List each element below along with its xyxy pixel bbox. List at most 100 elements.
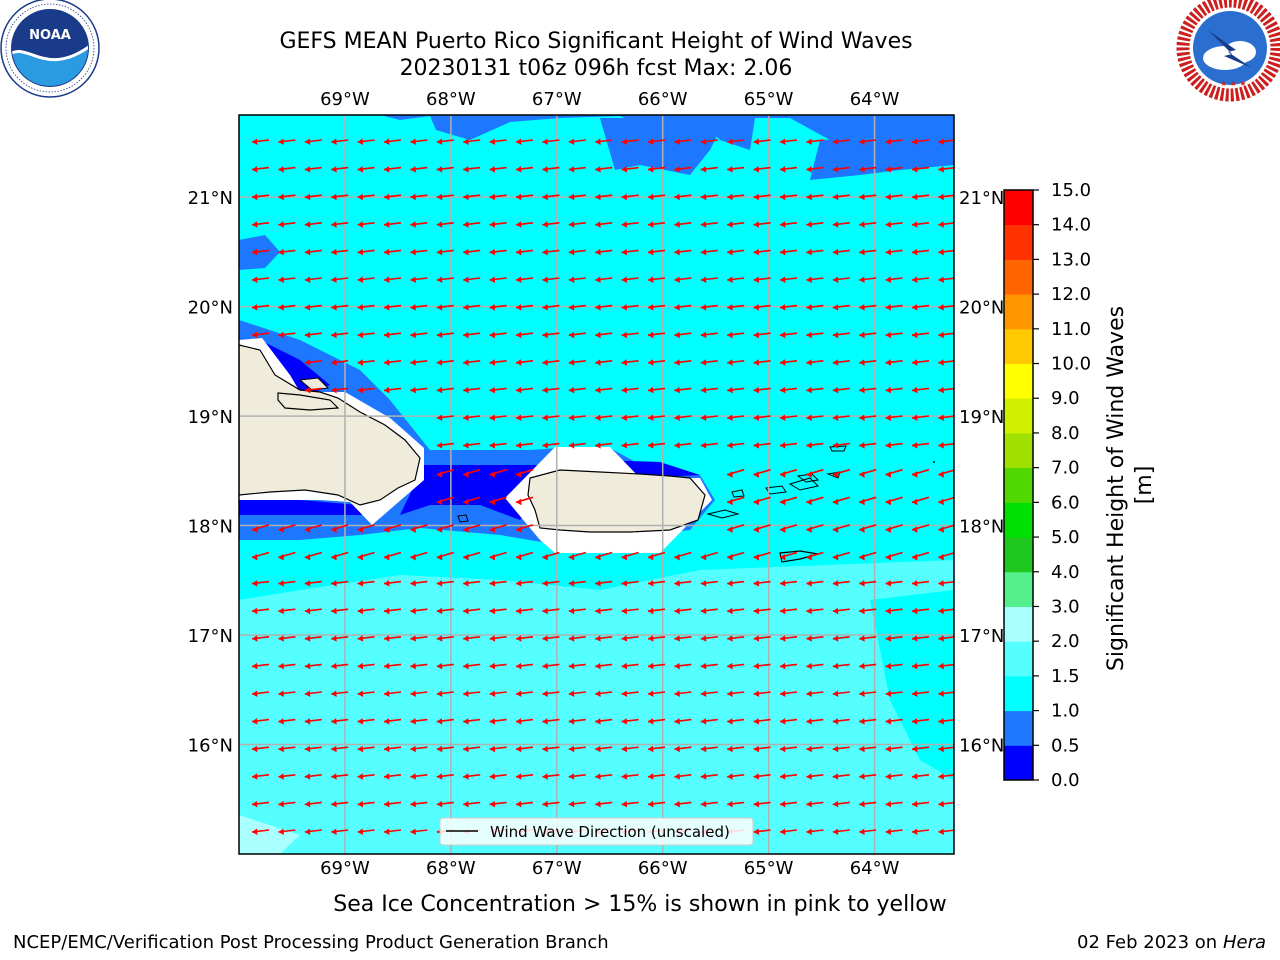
wave-direction-arrow [463, 607, 481, 615]
wave-direction-arrow [674, 248, 692, 256]
wave-direction-arrow [436, 745, 454, 753]
wave-direction-arrow [779, 248, 798, 256]
wave-direction-arrow [621, 138, 639, 145]
wave-direction-arrow [938, 580, 954, 587]
wave-direction-arrow [779, 193, 798, 201]
wave-direction-arrow [331, 773, 349, 780]
wave-direction-arrow [251, 718, 270, 725]
map-panel: 69°W 69°W 68°W 68°W 67°W 67°W 66°W 66°W 65°W 65°W… [188, 89, 1005, 879]
wave-direction-arrow [806, 276, 824, 283]
wave-direction-arrow [779, 580, 798, 587]
wave-direction-arrow [938, 221, 954, 228]
wave-direction-arrow [542, 414, 560, 421]
wave-direction-arrow [885, 690, 903, 697]
wave-direction-arrow [595, 166, 613, 173]
wave-direction-arrow [779, 690, 798, 697]
wave-direction-arrow [463, 304, 481, 311]
wave-direction-arrow [568, 800, 586, 808]
wave-direction-arrow [700, 414, 718, 421]
wave-direction-arrow [436, 607, 454, 615]
wave-direction-arrow [859, 745, 877, 753]
wave-direction-arrow [621, 276, 639, 283]
wave-direction-arrow [647, 221, 666, 228]
wave-direction-arrow [489, 635, 507, 642]
wave-direction-arrow [726, 496, 745, 506]
wave-direction-arrow [410, 221, 428, 228]
wave-direction-arrow [436, 718, 454, 725]
wave-direction-arrow [779, 773, 798, 780]
wave-direction-arrow [542, 193, 560, 201]
wave-direction-arrow [674, 414, 692, 421]
wave-direction-arrow [436, 662, 454, 670]
wave-direction-arrow [331, 248, 349, 256]
wave-direction-arrow [753, 745, 771, 753]
wave-direction-arrow [806, 635, 824, 642]
wave-direction-arrow [410, 138, 428, 145]
wave-direction-arrow [647, 276, 666, 283]
wave-direction-arrow [885, 524, 903, 533]
wave-direction-arrow [779, 496, 798, 506]
lon-tick-label: 68°W [426, 89, 476, 110]
wave-direction-arrow [779, 524, 798, 533]
wave-direction-arrow [331, 607, 349, 615]
wave-direction-arrow [859, 138, 877, 145]
wave-direction-arrow [410, 745, 428, 753]
wave-direction-arrow [647, 800, 666, 808]
wave-direction-arrow [700, 386, 718, 394]
wave-direction-arrow [885, 414, 903, 421]
colorbar-tick-label: 3.0 [1051, 596, 1080, 617]
lat-tick-label: 16°N [959, 736, 1004, 757]
lat-tick-label: 20°N [188, 298, 233, 319]
wave-direction-arrow [542, 773, 560, 780]
wave-direction-arrow [885, 773, 903, 780]
wave-direction-arrow [383, 193, 402, 201]
wave-direction-arrow [383, 359, 402, 366]
wave-direction-arrow [568, 414, 586, 421]
wave-direction-arrow [383, 662, 402, 670]
wave-direction-arrow [779, 635, 798, 642]
wave-direction-arrow [595, 607, 613, 615]
wave-direction-arrow [383, 718, 402, 725]
colorbar-segment [1004, 641, 1033, 677]
wave-direction-arrow [621, 221, 639, 228]
wave-direction-arrow [357, 607, 375, 615]
wave-direction-arrow [647, 193, 666, 201]
wave-direction-arrow [568, 166, 586, 173]
wave-direction-arrow [436, 496, 455, 506]
wave-direction-arrow [911, 138, 930, 145]
wave-direction-arrow [489, 718, 507, 725]
wave-direction-arrow [727, 745, 745, 753]
wave-direction-arrow [885, 662, 903, 670]
wave-direction-arrow [357, 248, 375, 256]
wave-direction-arrow [885, 276, 903, 283]
wave-direction-arrow [858, 551, 877, 561]
wave-direction-arrow [489, 800, 507, 808]
wave-direction-arrow [463, 138, 481, 145]
wave-direction-arrow [515, 800, 534, 808]
wave-direction-arrow [938, 718, 954, 725]
colorbar-tick-label: 9.0 [1051, 388, 1080, 409]
wave-direction-arrow [251, 580, 270, 587]
wave-direction-arrow [436, 442, 454, 449]
wave-direction-arrow [806, 607, 824, 615]
wave-direction-arrow [436, 166, 454, 173]
wave-direction-arrow [753, 718, 771, 725]
wave-direction-arrow [568, 690, 586, 697]
wave-direction-arrow [595, 414, 613, 421]
wave-direction-arrow [595, 580, 613, 587]
wave-direction-arrow [753, 662, 771, 670]
wave-direction-arrow [647, 635, 666, 642]
wave-direction-arrow [885, 551, 903, 561]
wave-direction-arrow [674, 800, 692, 808]
wave-direction-arrow [806, 745, 824, 753]
wave-direction-arrow [727, 635, 745, 642]
wave-direction-arrow [779, 607, 798, 615]
wave-direction-arrow [621, 166, 639, 173]
colorbar-tick-label: 6.0 [1051, 492, 1080, 513]
lon-tick-label: 64°W [850, 858, 900, 879]
wave-direction-arrow [727, 580, 745, 587]
wave-direction-arrow [885, 386, 903, 394]
noaa-logo-icon: NOAA [0, 0, 100, 98]
wave-direction-arrow [779, 331, 798, 339]
